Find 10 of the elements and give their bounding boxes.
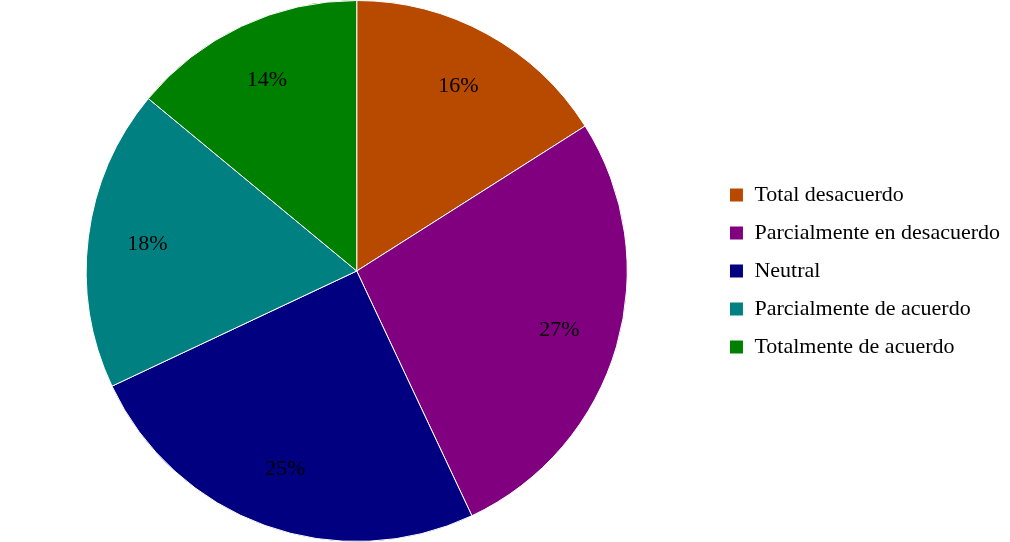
data-label: 14% — [246, 65, 288, 91]
legend-label: Parcialmente de acuerdo — [754, 294, 971, 320]
data-label: 16% — [438, 71, 479, 97]
legend-label: Totalmente de acuerdo — [754, 332, 955, 358]
data-label: 27% — [539, 315, 580, 341]
data-label: 18% — [127, 230, 168, 256]
legend-label: Total desacuerdo — [754, 180, 904, 206]
legend-label: Neutral — [754, 256, 821, 282]
data-label: 25% — [265, 455, 306, 481]
legend-label: Parcialmente en desacuerdo — [754, 218, 1000, 244]
